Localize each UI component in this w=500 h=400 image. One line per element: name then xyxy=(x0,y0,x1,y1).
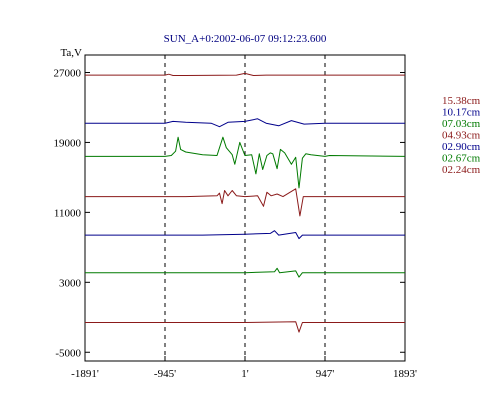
legend-entry: 04.93cm xyxy=(442,130,481,142)
x-tick-label: 1893' xyxy=(393,368,417,380)
y-tick-label: -5000 xyxy=(55,347,81,359)
x-tick-label: 947' xyxy=(316,368,335,380)
series-line-04.93cm xyxy=(85,188,405,217)
legend-entry: 02.90cm xyxy=(442,141,481,153)
series-line-07.03cm xyxy=(85,136,406,189)
legend-entry: 10.17cm xyxy=(442,107,481,119)
series-line-02.24cm xyxy=(85,321,405,333)
x-tick-label: 1' xyxy=(241,368,249,380)
series-lines xyxy=(85,72,406,333)
y-axis-label: Ta,V xyxy=(60,47,82,59)
x-axis-ticks: -1891' -945' 1' 947' 1893' xyxy=(71,356,417,380)
x-tick-label: -945' xyxy=(154,368,176,380)
y-tick-label: 11000 xyxy=(54,207,82,219)
series-line-02.90cm xyxy=(85,230,405,240)
legend-entry: 07.03cm xyxy=(442,118,481,130)
vertical-reference-lines xyxy=(164,55,326,361)
y-axis-ticks: 27000 19000 11000 3000 -5000 xyxy=(54,67,405,359)
y-tick-label: 27000 xyxy=(54,67,82,79)
chart-title: SUN_A+0:2002-06-07 09:12:23.600 xyxy=(164,33,327,45)
x-tick-label: -1891' xyxy=(71,368,99,380)
legend: 15.38cm10.17cm07.03cm04.93cm02.90cm02.67… xyxy=(442,95,481,176)
series-line-10.17cm xyxy=(85,118,405,128)
series-line-15.38cm xyxy=(85,72,405,76)
legend-entry: 02.67cm xyxy=(442,153,481,165)
legend-entry: 02.24cm xyxy=(442,164,481,176)
y-tick-label: 19000 xyxy=(54,137,82,149)
legend-entry: 15.38cm xyxy=(442,95,481,107)
series-line-02.67cm xyxy=(85,267,405,278)
y-tick-label: 3000 xyxy=(59,277,82,289)
